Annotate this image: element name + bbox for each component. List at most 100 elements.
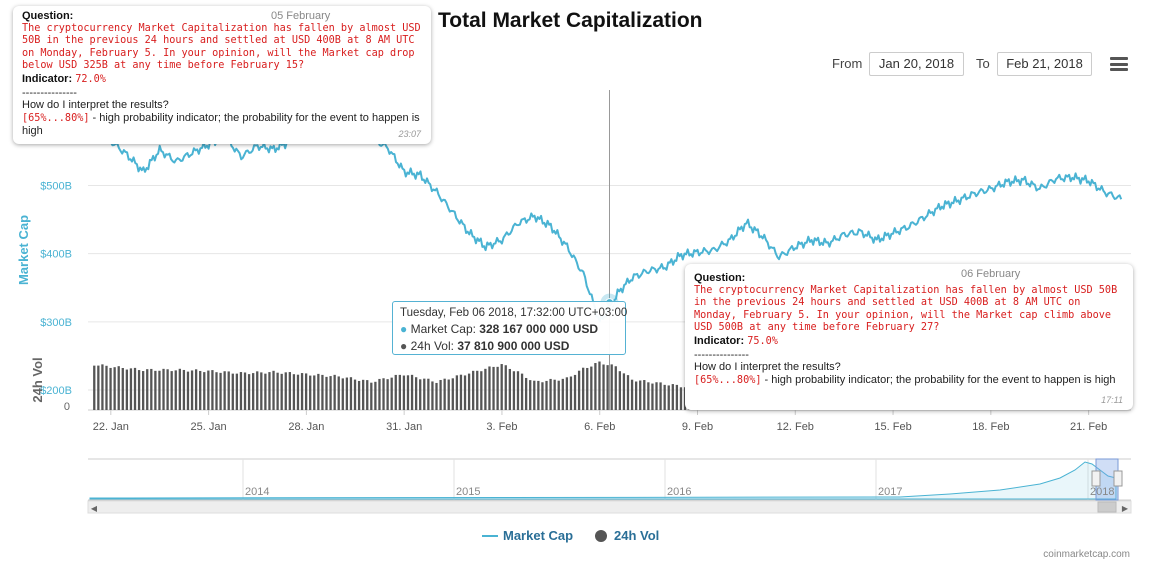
volume-bar — [594, 363, 597, 410]
volume-bar — [455, 375, 459, 410]
volume-bar — [561, 378, 564, 410]
volume-bar — [280, 373, 283, 410]
navigator[interactable]: 2014 2015 2016 2017 2018 ◀ ▶ — [87, 458, 1132, 514]
to-label: To — [976, 56, 990, 71]
volume-bar — [508, 368, 511, 410]
volume-bar — [488, 366, 491, 410]
volume-bar — [451, 378, 454, 410]
volume-bar — [671, 384, 674, 410]
volume-bar — [382, 378, 385, 410]
navigator-year-label: 2014 — [245, 486, 269, 498]
volume-bar — [414, 377, 418, 410]
message-1-time: 23:07 — [398, 129, 421, 140]
x-tick-label: 12. Feb — [777, 421, 814, 433]
volume-bar — [529, 380, 532, 410]
volume-bar — [125, 369, 129, 410]
hamburger-menu-icon[interactable] — [1110, 57, 1128, 71]
volume-bar — [663, 384, 666, 410]
message-1-indicator-label: Indicator: — [22, 72, 73, 85]
from-date-input[interactable]: Jan 20, 2018 — [869, 52, 964, 76]
tooltip-cap-value: 328 167 000 000 USD — [479, 322, 599, 336]
message-2-indicator-value: 75.0% — [747, 335, 778, 347]
volume-bar — [231, 373, 234, 410]
volume-bar — [260, 372, 263, 410]
scroll-right-arrow-icon[interactable]: ▶ — [1122, 504, 1129, 513]
volume-bar — [272, 370, 275, 410]
message-1-interpret-label: How do I interpret the results? — [22, 99, 169, 112]
volume-bar — [300, 373, 304, 410]
volume-bar — [504, 365, 507, 410]
volume-bar — [577, 370, 581, 410]
message-1-question-text: The cryptocurrency Market Capitalization… — [22, 22, 421, 72]
volume-bar — [386, 379, 389, 410]
volume-bar — [101, 364, 104, 410]
volume-bar — [545, 380, 548, 410]
message-1-range: [65%...80%] — [22, 112, 90, 124]
volume-bar — [239, 372, 243, 410]
message-1-separator: --------------- — [22, 86, 77, 99]
volume-bar — [573, 374, 577, 410]
volume-bar — [586, 367, 589, 410]
to-date-input[interactable]: Feb 21, 2018 — [997, 52, 1092, 76]
navigator-series-area — [89, 461, 1117, 500]
volume-bar — [520, 373, 524, 410]
scroll-left-arrow-icon[interactable]: ◀ — [91, 504, 98, 513]
volume-bar — [667, 385, 670, 410]
x-tick-label: 22. Jan — [93, 421, 129, 433]
legend-volume-marker — [595, 530, 607, 542]
tooltip-vol-value: 37 810 900 000 USD — [457, 339, 570, 353]
volume-bar — [398, 374, 401, 410]
volume-bar — [492, 366, 495, 410]
volume-bar — [313, 375, 316, 410]
volume-bar — [643, 380, 646, 410]
volume-bar — [651, 383, 654, 410]
message-1-indicator-value: 72.0% — [75, 73, 106, 85]
volume-bar — [170, 371, 173, 410]
volume-bar — [679, 387, 683, 410]
volume-bar — [154, 370, 157, 410]
volume-bar — [533, 380, 536, 410]
volume-bar — [162, 368, 165, 410]
volume-bar — [553, 379, 556, 410]
message-1-range-desc: - high probability indicator; the probab… — [22, 111, 420, 138]
legend-market-cap[interactable]: Market Cap — [503, 528, 574, 543]
volume-bar — [549, 378, 552, 410]
volume-bar — [512, 371, 516, 410]
volume-bar — [121, 368, 124, 410]
message-2-date: 06 February — [961, 268, 1021, 280]
volume-bar — [353, 379, 357, 410]
volume-bar — [211, 370, 214, 410]
volume-bar — [337, 376, 340, 410]
scrollbar-thumb[interactable] — [1097, 501, 1117, 513]
volume-bar — [227, 371, 230, 410]
volume-bar — [602, 364, 605, 410]
volume-bar — [252, 373, 255, 410]
x-tick-label: 28. Jan — [288, 421, 324, 433]
y-tick-label: $200B — [40, 385, 72, 397]
volume-bar — [618, 371, 621, 410]
volume-bar — [341, 378, 344, 410]
volume-bar — [133, 367, 137, 410]
navigator-handle-left[interactable] — [1091, 470, 1101, 487]
hover-tooltip: Tuesday, Feb 06 2018, 17:32:00 UTC+03:00… — [392, 301, 627, 355]
volume-bar — [247, 374, 251, 410]
navigator-year-label: 2018 — [1090, 486, 1114, 498]
tooltip-cap-label: Market Cap: — [410, 322, 476, 336]
legend-volume[interactable]: 24h Vol — [614, 528, 660, 543]
volume-bar — [129, 368, 133, 410]
volume-bar — [557, 380, 560, 410]
navigator-scrollbar[interactable] — [87, 500, 1132, 514]
navigator-handle-right[interactable] — [1113, 470, 1123, 487]
volume-bar — [427, 378, 430, 410]
volume-bar — [590, 366, 593, 410]
volume-bar — [186, 371, 190, 410]
volume-bar — [345, 377, 349, 410]
credit-link[interactable]: coinmarketcap.com — [1043, 549, 1130, 560]
volume-bar — [435, 382, 438, 410]
volume-bar — [402, 375, 406, 410]
volume-bar — [439, 379, 442, 410]
x-tick-label: 9. Feb — [682, 421, 713, 433]
volume-bar — [443, 378, 446, 410]
tooltip-vol-label: 24h Vol: — [410, 339, 454, 353]
volume-bar — [264, 373, 267, 410]
